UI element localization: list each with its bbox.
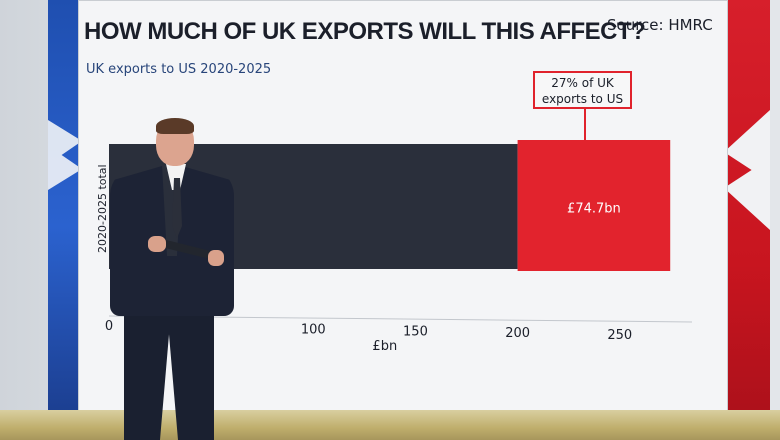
x-tick-label: 200 <box>505 326 530 341</box>
presenter-right-hand <box>208 250 224 266</box>
presenter-tie <box>172 178 182 238</box>
presenter-figure <box>104 118 244 440</box>
bar-value-label: £74.7bn <box>567 202 621 217</box>
chart-subtitle: UK exports to US 2020-2025 <box>86 62 272 77</box>
x-axis-label: £bn <box>372 339 397 354</box>
source-label: Source: HMRC <box>607 16 713 34</box>
annotation-connector <box>584 109 586 140</box>
x-tick-label: 0 <box>105 319 113 334</box>
x-tick-label: 150 <box>403 324 428 339</box>
annotation-line1: 27% of UK <box>551 76 614 90</box>
presenter-legs <box>124 308 214 440</box>
uk-flag-panel <box>724 0 770 440</box>
presenter-left-hand <box>148 236 166 252</box>
chart-title: HOW MUCH OF UK EXPORTS WILL THIS AFFECT? <box>84 18 646 45</box>
presenter-hair <box>156 118 194 134</box>
annotation-line2: exports to US <box>541 92 624 106</box>
bar-segment-2 <box>517 140 671 271</box>
us-flag-panel <box>48 0 82 412</box>
annotation-box: 27% of UK exports to US <box>533 71 632 109</box>
x-tick-label: 250 <box>607 328 632 343</box>
presenter-collar <box>166 164 186 190</box>
x-tick-label: 100 <box>301 323 326 338</box>
